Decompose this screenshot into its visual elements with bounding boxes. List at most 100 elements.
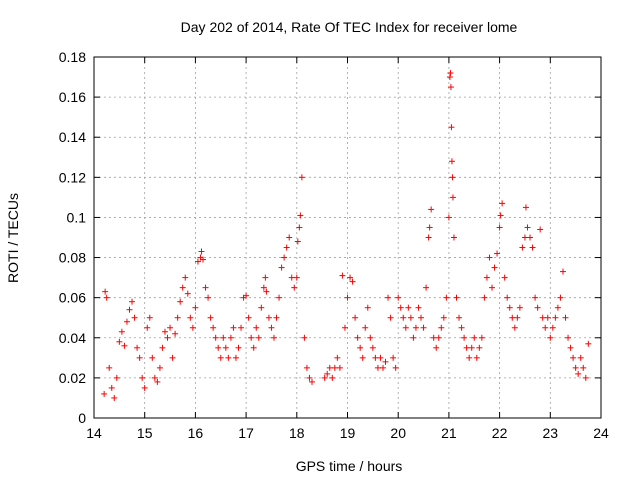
data-point <box>433 344 440 351</box>
data-point <box>222 344 229 351</box>
data-point <box>298 174 305 181</box>
data-point <box>230 324 237 331</box>
data-point <box>131 314 138 321</box>
data-point <box>324 370 331 377</box>
data-point <box>179 284 186 291</box>
data-point <box>265 314 272 321</box>
data-point <box>293 274 300 281</box>
data-point <box>349 278 356 285</box>
x-tick-label: 21 <box>441 425 457 441</box>
data-point <box>438 324 445 331</box>
y-tick-label: 0.12 <box>59 169 86 185</box>
y-tick-label: 0.1 <box>67 209 87 225</box>
data-point <box>144 324 151 331</box>
y-axis-title: ROTI / TECUs <box>5 193 21 283</box>
data-point <box>488 284 495 291</box>
data-point <box>506 304 513 311</box>
data-point <box>374 364 381 371</box>
data-point <box>331 364 338 371</box>
data-point <box>557 294 564 301</box>
data-point <box>192 304 199 311</box>
data-point <box>423 284 430 291</box>
data-point <box>448 124 455 131</box>
data-point <box>468 344 475 351</box>
data-point <box>539 314 546 321</box>
data-point <box>344 294 351 301</box>
data-point <box>527 234 534 241</box>
data-point <box>544 314 551 321</box>
data-point <box>379 364 386 371</box>
y-tick-label: 0.04 <box>59 330 86 346</box>
y-tick-label: 0.16 <box>59 89 86 105</box>
y-tick-label: 0.06 <box>59 290 86 306</box>
data-point <box>511 324 518 331</box>
data-point <box>390 354 397 361</box>
data-point <box>297 212 304 219</box>
data-point <box>577 354 584 361</box>
data-point <box>215 344 222 351</box>
data-point <box>567 344 574 351</box>
data-point <box>118 328 125 335</box>
data-point <box>296 224 303 231</box>
data-point <box>410 334 417 341</box>
data-point <box>238 324 245 331</box>
data-point <box>392 364 399 371</box>
data-point <box>101 390 108 397</box>
grid-lines <box>94 57 601 418</box>
data-point <box>463 344 470 351</box>
data-point <box>364 304 371 311</box>
data-point <box>184 290 191 297</box>
data-point <box>268 324 275 331</box>
data-point <box>400 314 407 321</box>
data-point <box>372 354 379 361</box>
data-point <box>161 328 168 335</box>
y-tick-label: 0.08 <box>59 250 86 266</box>
data-point <box>562 314 569 321</box>
data-point <box>258 304 265 311</box>
data-point <box>542 324 549 331</box>
data-point <box>141 384 148 391</box>
data-points <box>101 70 592 401</box>
data-point <box>497 212 504 219</box>
data-point <box>321 374 328 381</box>
data-point <box>106 364 113 371</box>
data-point <box>585 340 592 347</box>
data-point <box>549 324 556 331</box>
data-point <box>111 394 118 401</box>
data-point <box>121 342 128 349</box>
data-point <box>532 294 539 301</box>
data-point <box>250 344 257 351</box>
data-point <box>326 364 333 371</box>
data-point <box>483 274 490 281</box>
data-point <box>425 234 432 241</box>
data-point <box>450 234 457 241</box>
data-point <box>167 324 174 331</box>
data-point <box>262 274 269 281</box>
data-point <box>499 200 506 207</box>
data-point <box>509 314 516 321</box>
data-point <box>352 314 359 321</box>
data-point <box>580 364 587 371</box>
data-point <box>478 334 485 341</box>
data-point <box>369 344 376 351</box>
data-point <box>570 354 577 361</box>
data-point <box>291 284 298 291</box>
data-point <box>174 314 181 321</box>
data-point <box>210 324 217 331</box>
data-point <box>357 344 364 351</box>
data-point <box>473 354 480 361</box>
data-point <box>458 324 465 331</box>
data-point <box>187 314 194 321</box>
data-point <box>387 314 394 321</box>
data-point <box>334 354 341 361</box>
data-point <box>449 174 456 181</box>
data-point <box>212 334 219 341</box>
y-tick-labels: 0 0.02 0.04 0.06 0.08 0.1 0.12 0.14 0.16 0.18 <box>59 49 86 426</box>
data-point <box>225 354 232 361</box>
data-point <box>198 248 205 255</box>
data-point <box>522 204 529 211</box>
data-point <box>301 334 308 341</box>
data-point <box>426 224 433 231</box>
data-point <box>405 304 412 311</box>
